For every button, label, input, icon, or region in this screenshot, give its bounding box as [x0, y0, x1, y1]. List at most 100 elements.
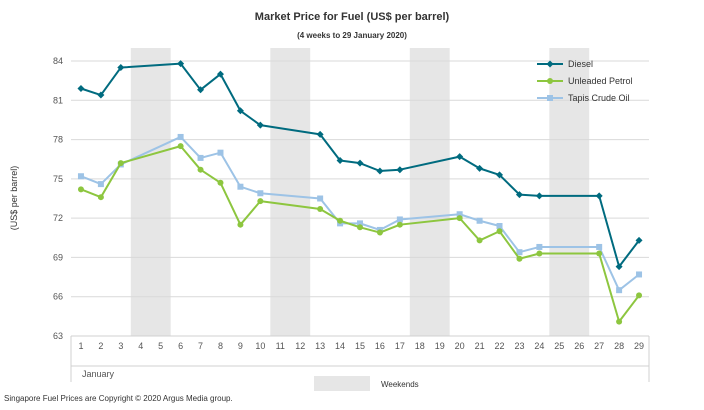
x-tick-label: 12 [295, 341, 305, 351]
diesel-point [216, 70, 224, 78]
unleaded-petrol-point [456, 215, 463, 222]
y-axis-ticks: 63 66 69 72 75 78 81 84 [53, 56, 63, 341]
y-tick-label: 69 [53, 252, 63, 262]
tapis-crude-oil-point [237, 183, 244, 190]
x-tick-label: 6 [178, 341, 183, 351]
unleaded-petrol-point [376, 229, 383, 236]
x-tick-label: 24 [534, 341, 544, 351]
tapis-crude-oil-point [536, 243, 543, 250]
x-tick-label: 10 [255, 341, 265, 351]
x-tick-label: 18 [415, 341, 425, 351]
unleaded-petrol-point [536, 250, 543, 257]
y-tick-label: 81 [53, 95, 63, 105]
legend: Diesel Unleaded Petrol Tapis Crude Oil [537, 59, 633, 103]
diesel-point [177, 60, 185, 68]
diesel-point [117, 64, 125, 72]
unleaded-petrol-legend-label: Unleaded Petrol [568, 76, 633, 86]
diesel-point [496, 171, 504, 179]
x-tick-label: 3 [118, 341, 123, 351]
y-tick-label: 66 [53, 292, 63, 302]
diesel-point [77, 85, 85, 92]
unleaded-petrol-point [77, 186, 84, 193]
diesel-point [635, 236, 643, 244]
diesel-point [197, 86, 205, 94]
unleaded-petrol-legend-marker [547, 78, 553, 84]
x-tick-label: 22 [495, 341, 505, 351]
diesel-point [356, 159, 364, 167]
unleaded-petrol-point [117, 160, 124, 167]
tapis-crude-oil-point [97, 181, 104, 188]
unleaded-petrol-point [317, 205, 324, 212]
x-tick-label: 8 [218, 341, 223, 351]
x-tick-label: 2 [98, 341, 103, 351]
y-tick-label: 72 [53, 213, 63, 223]
tapis-crude-oil-legend-label: Tapis Crude Oil [568, 93, 630, 103]
x-tick-label: 19 [435, 341, 445, 351]
x-tick-label: 27 [594, 341, 604, 351]
unleaded-petrol-point [516, 255, 523, 262]
tapis-crude-oil-point [496, 223, 503, 229]
x-tick-label: 9 [238, 341, 243, 351]
weekend-band [270, 48, 311, 336]
diesel-legend-label: Diesel [568, 59, 593, 69]
x-tick-label: 5 [158, 341, 163, 351]
diesel-point [336, 157, 344, 165]
unleaded-petrol-point [396, 221, 403, 228]
diesel-point [476, 164, 484, 172]
diesel-point [316, 130, 324, 138]
weekend-band [409, 48, 450, 336]
unleaded-petrol-series [77, 143, 643, 325]
weekend-band [130, 48, 171, 336]
tapis-crude-oil-point [616, 287, 623, 294]
tapis-crude-oil-point [217, 149, 224, 156]
tapis-crude-oil-point [636, 271, 643, 278]
diesel-point [456, 153, 464, 161]
diesel-point [376, 167, 384, 175]
tapis-crude-oil-point [77, 173, 84, 180]
unleaded-petrol-point [237, 221, 244, 228]
x-tick-label: 28 [614, 341, 624, 351]
diesel-series [77, 60, 643, 271]
unleaded-petrol-point [616, 318, 623, 325]
x-tick-label: 26 [574, 341, 584, 351]
unleaded-petrol-point [197, 166, 204, 173]
unleaded-petrol-point [177, 143, 184, 150]
y-axis-label: (US$ per barrel) [9, 166, 19, 231]
tapis-crude-oil-point [456, 211, 463, 218]
x-tick-label: 23 [514, 341, 524, 351]
diesel-point [396, 166, 404, 174]
tapis-crude-oil-point [357, 220, 363, 227]
diesel-point [535, 192, 543, 200]
y-tick-label: 75 [53, 174, 63, 184]
x-tick-label: 7 [198, 341, 203, 351]
y-tick-label: 84 [53, 56, 63, 66]
x-tick-label: 11 [276, 341, 285, 351]
x-tick-label: 17 [395, 341, 405, 351]
diesel-point [595, 192, 603, 200]
diesel-point [236, 107, 244, 115]
y-tick-label: 63 [53, 331, 63, 341]
x-tick-label: 1 [78, 341, 83, 351]
tapis-crude-oil-point [516, 249, 523, 256]
unleaded-petrol-point [217, 179, 224, 186]
chart-subtitle: (4 weeks to 29 January 2020) [297, 31, 407, 40]
weekend-legend-label: Weekends [381, 380, 419, 389]
weekend-band [549, 48, 590, 336]
x-tick-label: 13 [315, 341, 325, 351]
diesel-point [256, 121, 264, 129]
unleaded-petrol-point [636, 292, 643, 299]
unleaded-petrol-point [476, 237, 483, 244]
x-axis-ticks: 1 2 3 4 5 6 7 8 9 10 11 12 13 14 15 16 17 18 19 20 21 22 23 24 2… [78, 341, 644, 351]
diesel-point [615, 263, 623, 271]
unleaded-petrol-point [97, 194, 104, 201]
unleaded-petrol-point [337, 217, 344, 224]
tapis-crude-oil-point [317, 195, 324, 202]
x-tick-label: 29 [634, 341, 644, 351]
x-tick-label: 25 [554, 341, 564, 351]
x-tick-label: 14 [335, 341, 345, 351]
y-tick-label: 78 [53, 135, 63, 145]
x-axis-label: January [82, 369, 115, 379]
unleaded-petrol-point [357, 224, 363, 231]
weekend-bands [130, 48, 590, 336]
